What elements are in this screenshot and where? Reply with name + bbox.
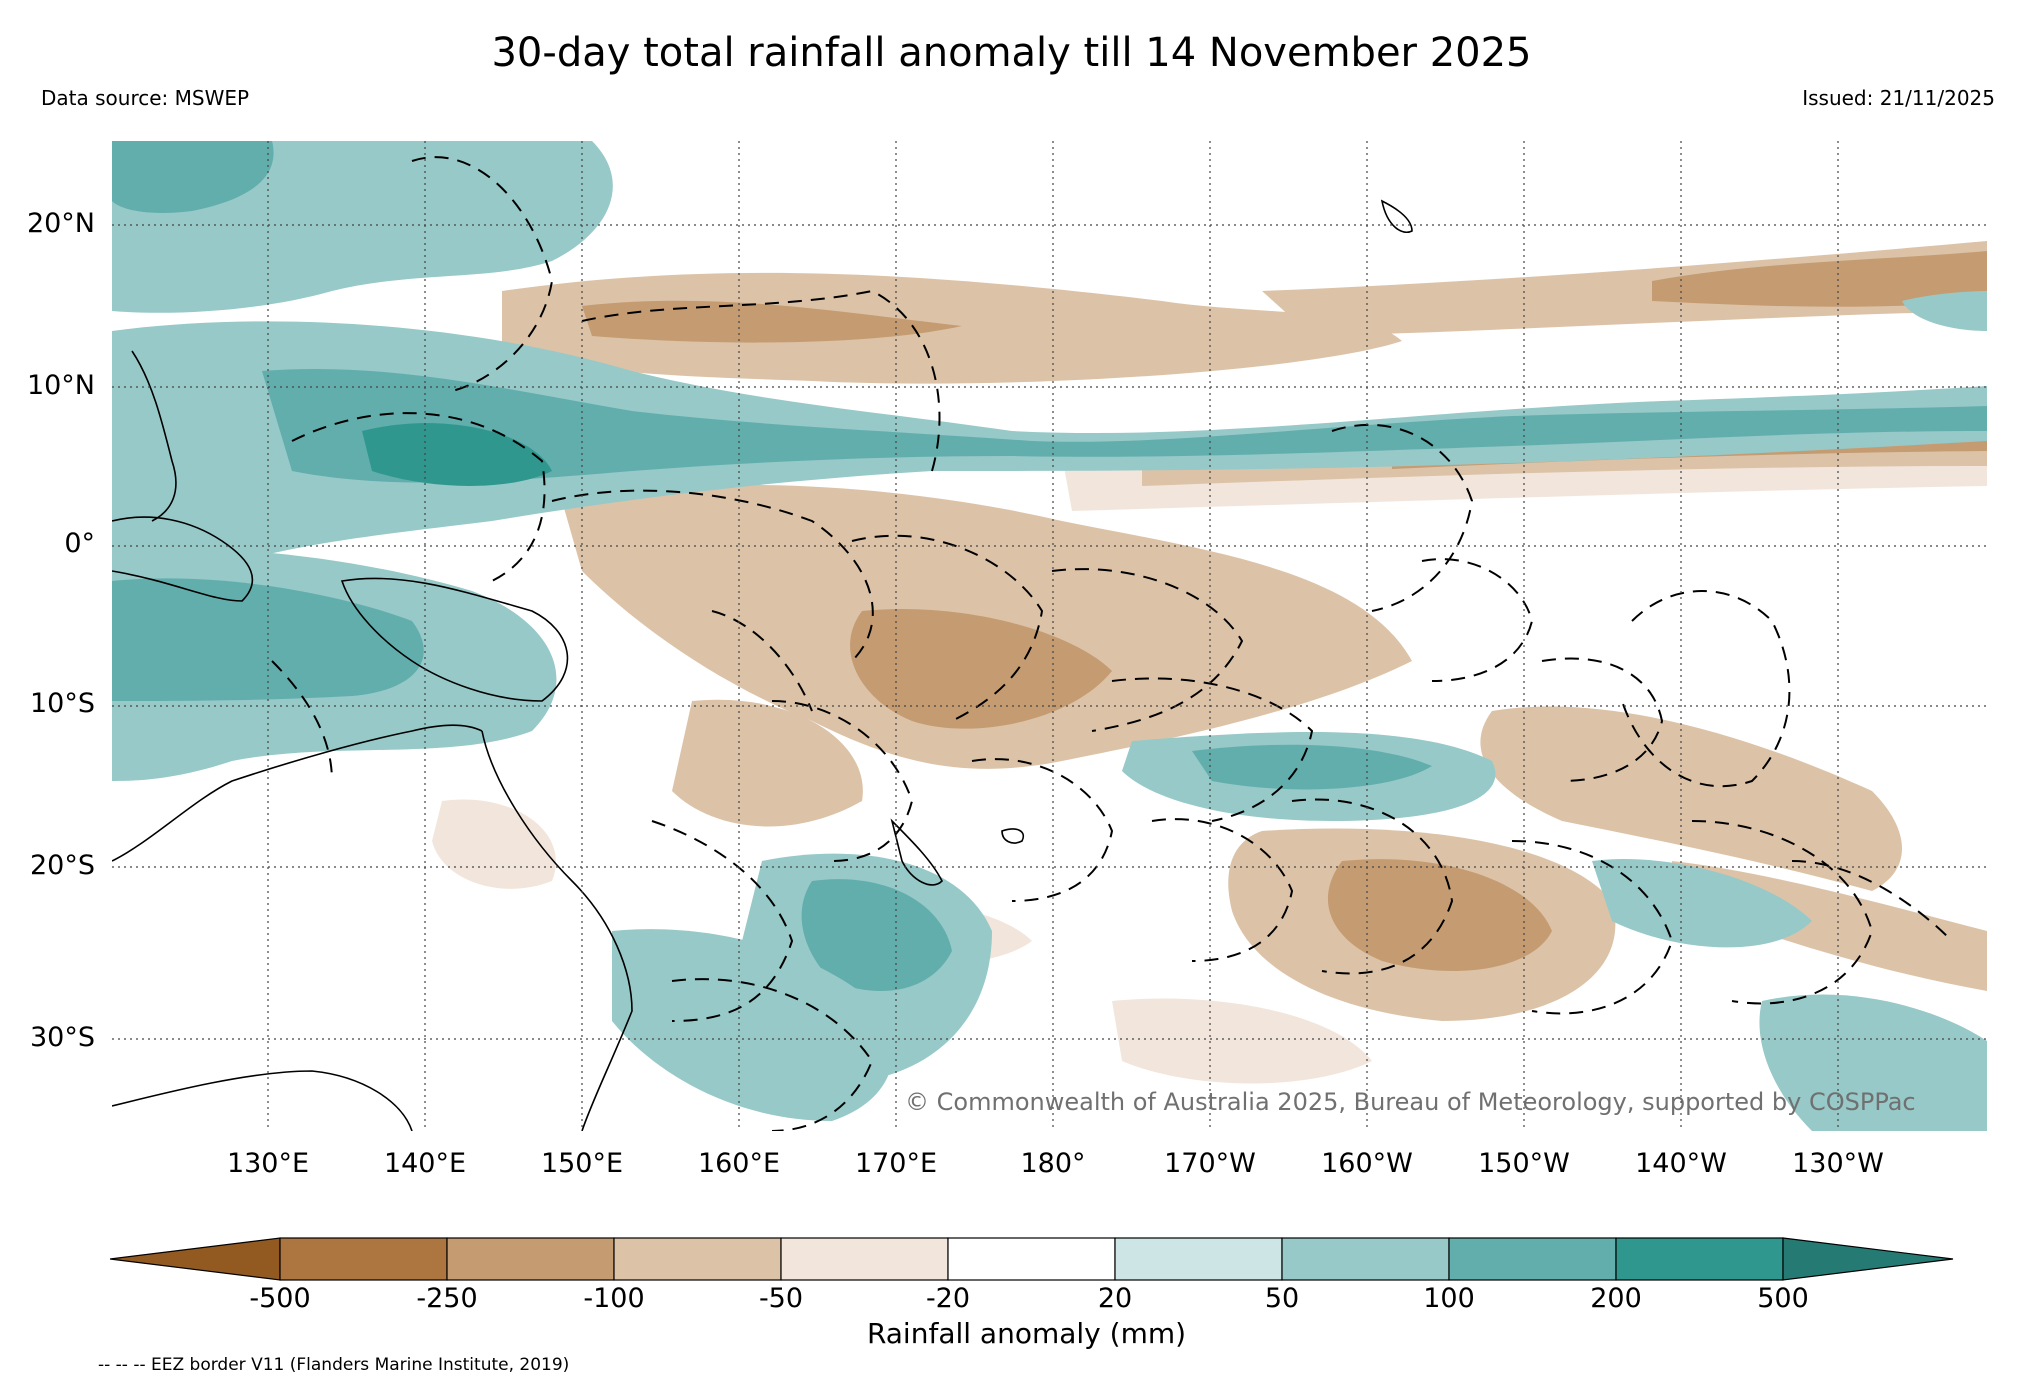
colorbar-bin <box>1114 1237 1283 1281</box>
colorbar-bin <box>446 1237 615 1281</box>
rainfall-anomaly-map <box>112 141 1987 1131</box>
colorbar-tick: 50 <box>1264 1283 1300 1314</box>
colorbar <box>110 1237 1954 1281</box>
colorbar-bin <box>1448 1237 1617 1281</box>
colorbar-tick: -500 <box>249 1283 311 1314</box>
eez-borders <box>271 156 1953 1131</box>
issued-date: Issued: 21/11/2025 <box>1802 86 1995 110</box>
lon-label-160w: 160°W <box>1321 1148 1413 1179</box>
eez-legend-note: -- -- -- EEZ border V11 (Flanders Marine… <box>98 1355 570 1375</box>
colorbar-bin <box>947 1237 1116 1281</box>
colorbar-high-extend <box>1782 1237 1954 1281</box>
data-source: Data source: MSWEP <box>41 86 250 110</box>
wet-anomaly-regions <box>112 141 1987 1131</box>
graticule <box>112 141 1987 1131</box>
colorbar-tick: -100 <box>583 1283 645 1314</box>
lat-label-10n: 10°N <box>26 370 95 401</box>
lat-label-0: 0° <box>64 528 95 559</box>
colorbar-tick: 500 <box>1757 1283 1809 1314</box>
lon-label-140e: 140°E <box>383 1148 467 1179</box>
lat-label-20s: 20°S <box>30 850 95 881</box>
colorbar-bin <box>1615 1237 1784 1281</box>
lon-label-170w: 170°W <box>1164 1148 1256 1179</box>
lat-label-30s: 30°S <box>30 1022 95 1053</box>
colorbar-bin <box>780 1237 949 1281</box>
colorbar-bin <box>279 1237 448 1281</box>
map-canvas <box>112 141 1987 1131</box>
lon-label-150e: 150°E <box>540 1148 624 1179</box>
lon-label-150w: 150°W <box>1478 1148 1570 1179</box>
lon-label-130e: 130°E <box>226 1148 310 1179</box>
lon-label-140w: 140°W <box>1635 1148 1727 1179</box>
coastlines <box>112 199 1413 1131</box>
map-title: 30-day total rainfall anomaly till 14 No… <box>491 30 1532 76</box>
colorbar-tick: 200 <box>1590 1283 1642 1314</box>
lon-label-130w: 130°W <box>1792 1148 1884 1179</box>
colorbar-tick: -250 <box>416 1283 478 1314</box>
colorbar-tick: -50 <box>758 1283 804 1314</box>
lat-label-10s: 10°S <box>30 688 95 719</box>
lon-label-170e: 170°E <box>854 1148 938 1179</box>
colorbar-low-extend <box>110 1237 281 1281</box>
colorbar-tick: 20 <box>1097 1283 1133 1314</box>
lon-label-180: 180° <box>1020 1148 1086 1179</box>
lat-label-20n: 20°N <box>26 208 95 239</box>
copyright-notice: © Commonwealth of Australia 2025, Bureau… <box>905 1088 1916 1116</box>
colorbar-tick: 100 <box>1423 1283 1475 1314</box>
colorbar-bin <box>613 1237 782 1281</box>
colorbar-bin <box>1281 1237 1450 1281</box>
colorbar-tick: -20 <box>925 1283 971 1314</box>
colorbar-label: Rainfall anomaly (mm) <box>866 1317 1187 1350</box>
lon-label-160e: 160°E <box>697 1148 781 1179</box>
